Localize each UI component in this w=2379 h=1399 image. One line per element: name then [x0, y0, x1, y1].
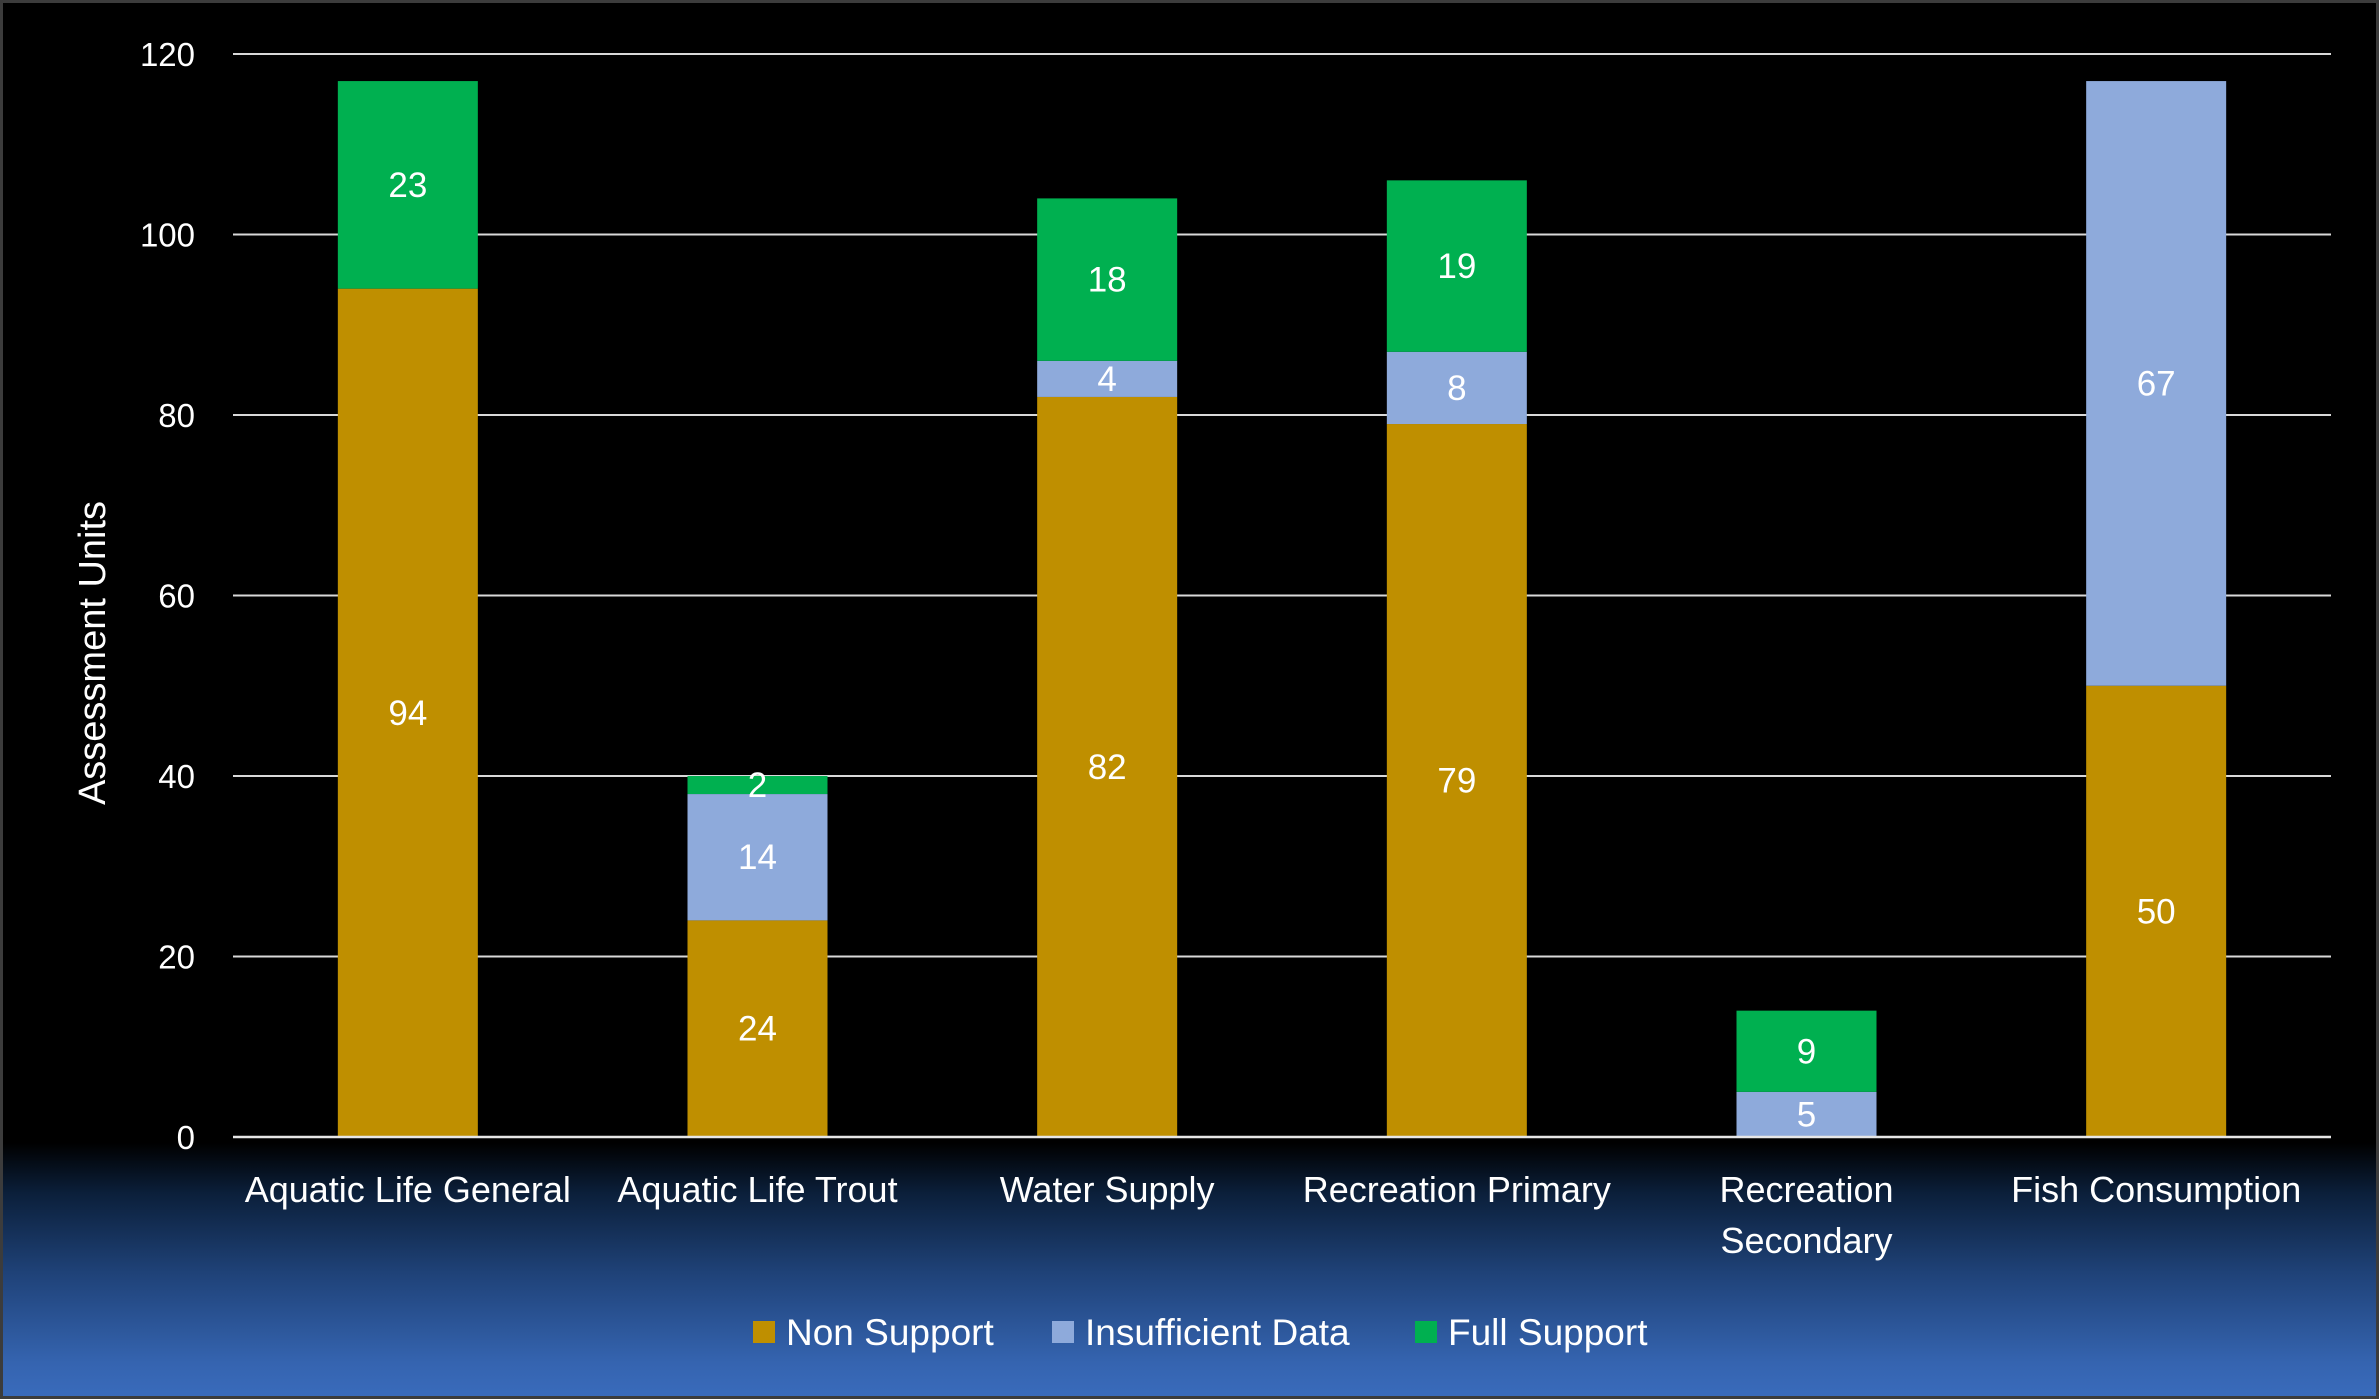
bar-insufficient-data-2 [1037, 360, 1178, 397]
data-label-insufficient-data-5: 67 [2137, 364, 2176, 403]
bar-non-support-5 [2086, 685, 2227, 1137]
data-label-insufficient-data-2: 4 [1097, 360, 1116, 399]
bar-non-support-2 [1037, 396, 1178, 1137]
data-label-full-support-3: 19 [1437, 247, 1476, 286]
legend-swatch-full-support [1415, 1321, 1437, 1343]
bar-non-support-3 [1386, 424, 1527, 1137]
bar-insufficient-data-1 [687, 794, 828, 921]
legend-swatch-insufficient-data [1052, 1321, 1074, 1343]
bar-insufficient-data-5 [2086, 81, 2227, 686]
bars [337, 81, 2227, 1137]
bar-full-support-2 [1037, 198, 1178, 361]
data-label-insufficient-data-4: 5 [1797, 1095, 1816, 1134]
x-axis-categories: Aquatic Life General Aquatic Life Trout Wa… [245, 1169, 2302, 1261]
data-label-non-support-3: 79 [1437, 762, 1476, 801]
legend-label-full-support: Full Support [1448, 1312, 1648, 1353]
legend-swatch-non-support [753, 1321, 775, 1343]
bar-non-support-1 [687, 920, 828, 1137]
y-axis-title: Assessment Units [72, 501, 114, 805]
legend-label-non-support: Non Support [786, 1312, 994, 1353]
bar-full-support-1 [687, 776, 828, 795]
x-category-label-4-line-0: Recreation [1719, 1169, 1893, 1210]
bar-insufficient-data-3 [1386, 351, 1527, 425]
data-label-full-support-4: 9 [1797, 1032, 1816, 1071]
data-label-non-support-0: 94 [388, 694, 427, 733]
y-axis-ticks: 0 20 40 60 80 100 120 [140, 36, 195, 1156]
bar-insufficient-data-4 [1736, 1091, 1877, 1137]
legend-label-insufficient-data: Insufficient Data [1085, 1312, 1350, 1353]
bar-full-support-4 [1736, 1010, 1877, 1092]
legend: Non Support Insufficient Data Full Support [753, 1312, 1648, 1353]
y-tick-label-80: 80 [158, 397, 195, 434]
data-label-insufficient-data-1: 14 [738, 838, 777, 877]
y-tick-label-0: 0 [177, 1119, 195, 1156]
data-label-non-support-5: 50 [2137, 892, 2176, 931]
x-category-label-3: Recreation Primary [1303, 1169, 1611, 1210]
gridlines [233, 53, 2331, 958]
x-category-label-4-line-1: Secondary [1720, 1220, 1892, 1261]
data-label-insufficient-data-3: 8 [1447, 369, 1466, 408]
y-tick-label-40: 40 [158, 758, 195, 795]
y-tick-label-20: 20 [158, 939, 195, 976]
x-category-label-0: Aquatic Life General [245, 1169, 571, 1210]
x-category-label-1: Aquatic Life Trout [617, 1169, 897, 1210]
data-label-non-support-1: 24 [738, 1010, 777, 1049]
x-category-label-2: Water Supply [1000, 1169, 1215, 1210]
data-labels: 94 23 24 14 2 82 4 18 79 8 19 5 9 50 67 [388, 166, 2175, 1135]
data-label-full-support-2: 18 [1088, 261, 1127, 300]
x-category-label-5: Fish Consumption [2011, 1169, 2301, 1210]
y-tick-label-60: 60 [158, 578, 195, 615]
data-label-non-support-2: 82 [1088, 748, 1127, 787]
data-label-full-support-1: 2 [748, 766, 767, 805]
bar-full-support-0 [337, 81, 478, 289]
y-tick-label-100: 100 [140, 217, 195, 254]
bar-full-support-3 [1386, 180, 1527, 352]
y-tick-label-120: 120 [140, 36, 195, 73]
bar-non-support-0 [337, 288, 478, 1137]
data-label-full-support-0: 23 [388, 166, 427, 205]
